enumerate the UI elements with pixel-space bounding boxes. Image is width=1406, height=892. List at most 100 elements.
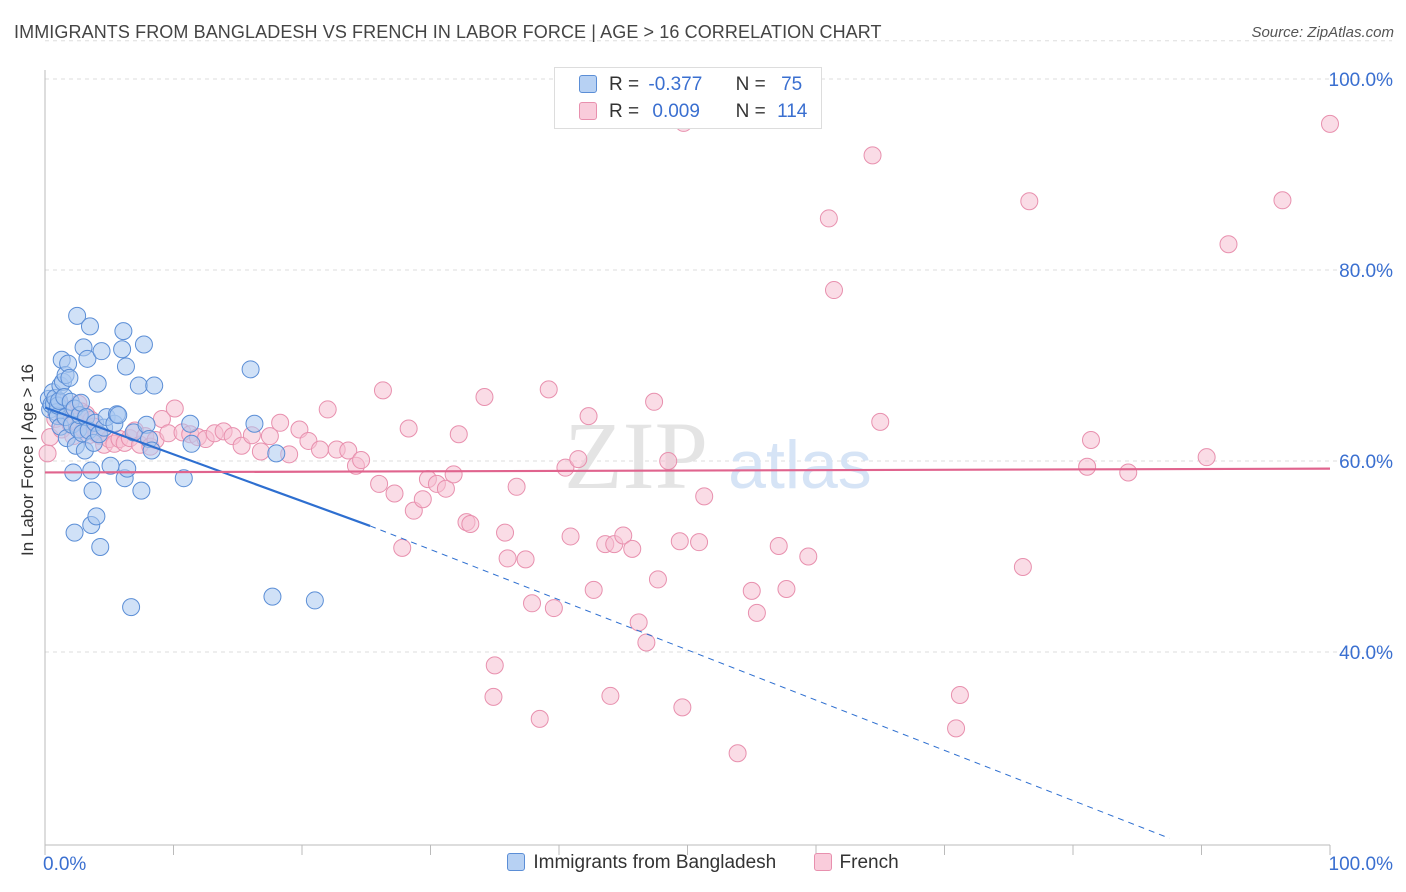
legend-row-bangladesh: R = -0.377 N = 75 — [579, 74, 802, 100]
french-point — [799, 547, 818, 566]
french-point — [1078, 457, 1097, 476]
french-point — [484, 687, 503, 706]
legend-swatch-french — [579, 102, 597, 120]
french-point — [544, 599, 563, 618]
french-point — [475, 388, 494, 407]
legend-r-value-bangladesh: -0.377 — [648, 74, 703, 95]
french-point — [728, 744, 747, 763]
legend-swatch-bangladesh — [579, 75, 597, 93]
x-tick-label-end: 100.0% — [1329, 854, 1394, 875]
bangladesh-point — [174, 469, 193, 488]
series-legend: Immigrants from Bangladesh French — [0, 852, 1406, 874]
bangladesh-point — [60, 368, 79, 387]
french-point — [637, 633, 656, 652]
y-tick-label: 60.0% — [1339, 452, 1393, 473]
french-point — [1197, 448, 1216, 467]
french-point — [373, 381, 392, 400]
french-point — [271, 413, 290, 432]
french-point — [444, 465, 463, 484]
legend-n-label: N = — [735, 74, 766, 95]
french-point — [777, 579, 796, 598]
series-name-bangladesh: Immigrants from Bangladesh — [533, 852, 777, 873]
x-tick-label-start: 0.0% — [43, 854, 86, 875]
french-point — [38, 444, 57, 463]
series-legend-bangladesh[interactable]: Immigrants from Bangladesh — [507, 852, 776, 874]
y-tick-label: 100.0% — [1329, 70, 1394, 91]
bangladesh-point — [122, 598, 141, 617]
french-point — [1119, 463, 1138, 482]
bangladesh-point — [88, 374, 107, 393]
series-swatch-bangladesh — [507, 853, 526, 871]
french-point — [461, 515, 480, 534]
bangladesh-point — [145, 376, 164, 395]
french-point — [659, 452, 678, 470]
bangladesh-point — [182, 434, 201, 453]
french-point — [1020, 192, 1039, 211]
legend-row-french: R = 0.009 N = 114 — [579, 101, 807, 127]
legend-n-label: N = — [735, 101, 766, 122]
french-point — [1081, 430, 1100, 449]
series-legend-french[interactable]: French — [813, 852, 899, 874]
french-point — [1273, 191, 1292, 210]
french-point — [370, 474, 389, 493]
french-point — [399, 419, 418, 438]
french-point — [747, 603, 766, 622]
bangladesh-point — [132, 481, 151, 500]
bangladesh-point — [78, 349, 97, 368]
bangladesh-point — [245, 414, 264, 433]
french-point — [352, 451, 371, 470]
french-point — [623, 539, 642, 558]
french-point — [436, 479, 455, 498]
french-point — [584, 580, 603, 599]
french-point — [523, 594, 542, 613]
stats-legend: R = -0.377 N = 75 R = 0.009 N = 114 — [554, 67, 822, 129]
french-point — [561, 527, 580, 546]
french-point — [496, 523, 515, 542]
french-point — [449, 425, 468, 444]
bangladesh-point — [118, 459, 137, 478]
french-point — [1219, 235, 1238, 254]
french-point — [413, 490, 432, 509]
bangladesh-points — [39, 306, 324, 617]
gridlines — [45, 40, 1392, 653]
french-point — [648, 570, 667, 589]
legend-n-value-bangladesh: 75 — [781, 74, 803, 95]
french-point — [530, 709, 549, 728]
french-point — [507, 477, 526, 496]
legend-r-label: R = — [609, 74, 640, 95]
french-point — [539, 380, 558, 399]
tick-labels: 40.0% 60.0% 80.0% 100.0% 0.0% 100.0% — [43, 70, 1393, 875]
french-point — [485, 656, 504, 675]
french-point — [824, 281, 843, 300]
french-point — [614, 526, 633, 545]
french-point — [871, 412, 890, 431]
bangladesh-point — [241, 360, 260, 379]
french-point — [695, 487, 714, 506]
bangladesh-point — [113, 340, 132, 359]
french-point — [601, 686, 620, 705]
french-point — [645, 392, 664, 411]
french-point — [260, 427, 279, 446]
bangladesh-point — [267, 444, 286, 463]
french-point — [1321, 114, 1339, 133]
french-point — [950, 685, 969, 704]
watermark: ZIP atlas — [564, 402, 872, 509]
french-point — [165, 399, 184, 418]
french-point — [310, 440, 329, 459]
french-point — [863, 146, 882, 165]
french-point — [569, 450, 588, 469]
french-point — [819, 209, 838, 228]
french-point — [670, 532, 689, 551]
bangladesh-point — [65, 523, 84, 542]
french-point — [339, 441, 358, 460]
french-point — [251, 442, 270, 461]
bangladesh-point — [82, 461, 101, 480]
series-name-french: French — [839, 852, 899, 873]
bangladesh-point — [109, 406, 128, 425]
french-point — [673, 698, 692, 717]
y-tick-label: 80.0% — [1339, 261, 1393, 282]
french-point — [629, 613, 648, 632]
french-point — [947, 719, 966, 738]
legend-n-value-french: 114 — [777, 101, 808, 122]
french-point — [385, 484, 404, 503]
